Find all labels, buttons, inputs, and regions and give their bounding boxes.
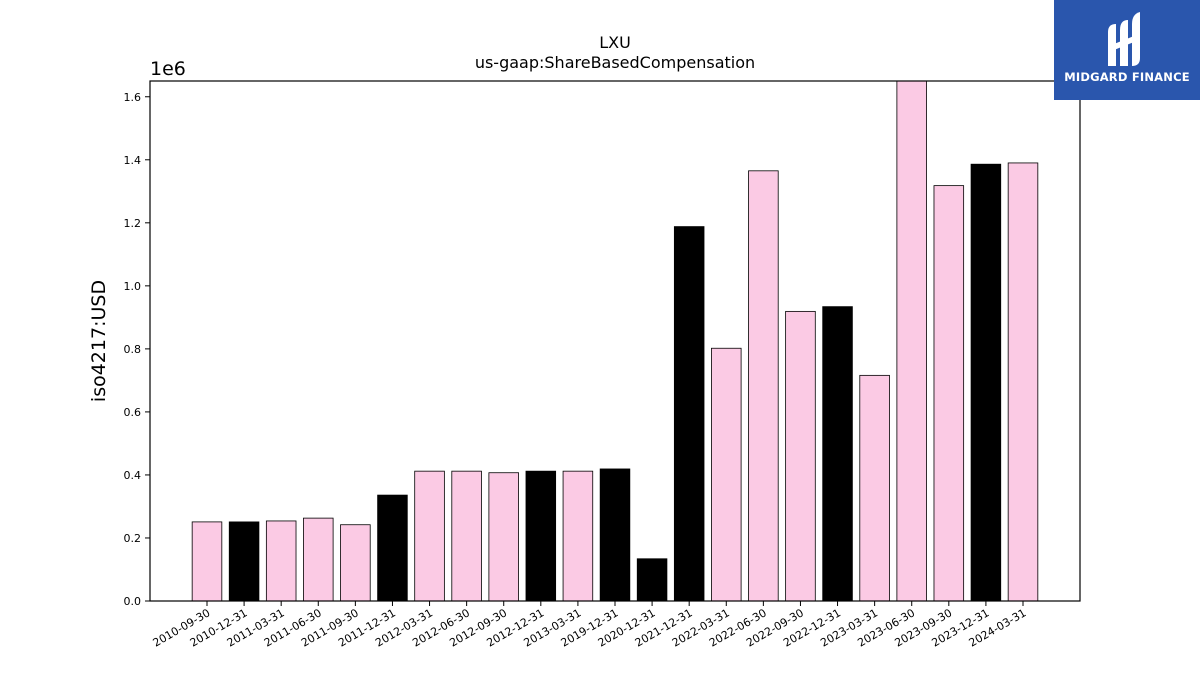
bar-2012-12-31 [525, 470, 557, 602]
bar-2023-09-30 [933, 185, 965, 602]
bar-2024-03-31 [1007, 162, 1039, 602]
bar-2019-12-31 [599, 468, 631, 602]
y-tick-label: 0.2 [124, 532, 142, 545]
y-tick-label: 0.6 [124, 406, 142, 419]
bar-2011-06-30 [303, 517, 334, 602]
bar-2022-09-30 [785, 310, 816, 602]
y-tick-label: 1.0 [124, 280, 142, 293]
bar-2021-12-31 [673, 226, 705, 602]
bar-2023-03-31 [859, 374, 890, 602]
bar-2010-09-30 [191, 521, 223, 602]
y-tick-label: 0.8 [124, 343, 142, 356]
bar-2020-12-31 [636, 558, 668, 602]
y-tick-label: 1.4 [124, 154, 142, 167]
bar-2022-03-31 [711, 347, 742, 602]
chart-title: LXU [599, 33, 631, 52]
bar-2011-12-31 [377, 494, 408, 602]
bar-2010-12-31 [228, 521, 260, 602]
bar-2022-12-31 [822, 306, 853, 602]
bar-2012-06-30 [451, 470, 482, 602]
bar-2012-09-30 [488, 472, 519, 602]
bar-2011-03-31 [265, 520, 297, 602]
brand-name: MIDGARD FINANCE [1064, 70, 1190, 84]
bar-2023-12-31 [970, 163, 1002, 602]
midgard-logo-icon [1108, 12, 1140, 66]
bar-2011-09-30 [340, 524, 371, 602]
y-axis-label: iso4217:USD [88, 280, 110, 402]
bar-2013-03-31 [562, 470, 594, 602]
y-tick-label: 1.6 [124, 91, 142, 104]
brand-logo: MIDGARD FINANCE [1054, 0, 1200, 100]
y-scale-label: 1e6 [150, 58, 186, 80]
bar-2023-06-30 [896, 80, 927, 602]
bar-2012-03-31 [414, 470, 445, 602]
y-tick-label: 0.4 [124, 469, 142, 482]
y-tick-label: 1.2 [124, 217, 142, 230]
bar-2022-06-30 [748, 170, 779, 602]
plot-frame [149, 80, 1081, 602]
chart-subtitle: us-gaap:ShareBasedCompensation [475, 53, 755, 72]
y-tick-label: 0.0 [124, 595, 142, 608]
